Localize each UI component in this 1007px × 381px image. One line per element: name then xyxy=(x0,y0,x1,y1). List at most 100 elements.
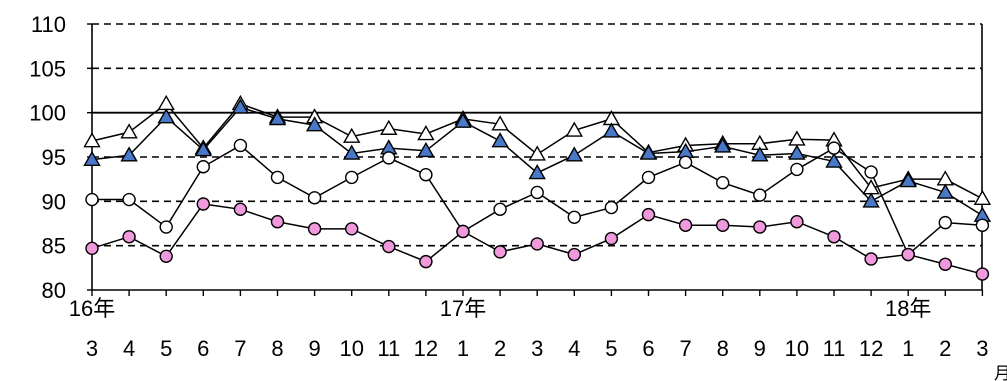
data-point-triangle xyxy=(305,116,324,132)
data-point-circle xyxy=(530,237,544,251)
data-point-triangle xyxy=(565,146,584,162)
data-point-circle xyxy=(345,222,359,236)
data-point-triangle xyxy=(157,94,175,111)
x-tick-label: 9 xyxy=(308,336,320,361)
x-tick-label: 12 xyxy=(859,336,883,361)
data-point-circle xyxy=(827,141,841,155)
data-point-triangle xyxy=(788,130,806,146)
data-point-circle xyxy=(270,215,285,229)
data-point-circle xyxy=(493,202,507,217)
x-tick-label: 9 xyxy=(754,336,766,361)
data-point-circle xyxy=(975,267,990,281)
data-point-triangle xyxy=(899,172,917,188)
y-tick-label: 110 xyxy=(31,12,66,37)
data-point-circle xyxy=(678,155,693,170)
x-tick-label: 8 xyxy=(717,336,729,361)
data-point-triangle xyxy=(936,170,955,186)
x-tick-label: 11 xyxy=(823,336,846,361)
data-point-triangle xyxy=(713,137,732,153)
data-point-triangle xyxy=(862,192,880,208)
data-point-circle xyxy=(419,254,433,269)
series-line xyxy=(91,106,983,217)
series-layer xyxy=(83,94,992,281)
x-tick-label: 1 xyxy=(902,336,914,361)
data-point-circle xyxy=(270,170,285,185)
data-point-circle xyxy=(753,188,767,202)
data-point-triangle xyxy=(417,141,435,158)
data-point-triangle xyxy=(491,132,509,148)
data-point-triangle xyxy=(342,127,361,143)
data-point-circle xyxy=(493,245,507,259)
x-tick-label: 6 xyxy=(197,336,209,361)
x-tick-label: 12 xyxy=(414,336,438,361)
y-tick-label: 100 xyxy=(29,101,66,126)
data-point-circle xyxy=(938,215,952,230)
year-label: 17年 xyxy=(440,296,486,321)
data-point-circle xyxy=(307,191,322,205)
data-point-circle xyxy=(567,210,581,224)
data-point-triangle xyxy=(120,123,138,139)
data-point-triangle xyxy=(268,109,287,126)
year-label: 18年 xyxy=(885,296,931,321)
x-axis-unit-label: 月 xyxy=(994,364,1007,381)
x-tick-label: 10 xyxy=(339,336,363,361)
data-point-triangle xyxy=(83,132,101,148)
data-point-circle xyxy=(641,170,656,185)
data-point-circle xyxy=(196,160,211,174)
data-point-circle xyxy=(864,165,878,179)
data-point-circle xyxy=(864,252,878,266)
x-tick-label: 5 xyxy=(160,336,172,361)
x-tick-label: 3 xyxy=(531,336,543,361)
x-tick-label: 6 xyxy=(642,336,654,361)
data-point-circle xyxy=(827,230,841,244)
grid-lines xyxy=(92,23,982,247)
data-point-circle xyxy=(975,218,990,232)
y-tick-label: 80 xyxy=(42,278,66,303)
x-tick-label: 5 xyxy=(605,336,617,361)
x-tick-label: 7 xyxy=(679,336,691,361)
data-point-triangle xyxy=(83,150,101,166)
data-point-circle xyxy=(567,247,581,262)
series-4 xyxy=(85,197,990,281)
x-tick-label: 2 xyxy=(939,336,951,361)
data-point-triangle xyxy=(528,164,546,180)
series-3 xyxy=(85,138,990,262)
data-point-triangle xyxy=(342,144,361,160)
data-point-triangle xyxy=(380,119,398,135)
x-tick-label: 3 xyxy=(86,336,98,361)
y-tick-label: 95 xyxy=(42,145,66,170)
data-point-circle xyxy=(456,224,470,239)
data-point-triangle xyxy=(751,146,769,162)
data-point-triangle xyxy=(788,144,806,160)
data-point-triangle xyxy=(936,183,955,199)
data-point-circle xyxy=(382,151,396,165)
data-point-circle xyxy=(716,176,730,190)
data-point-circle xyxy=(716,218,730,232)
data-point-circle xyxy=(604,200,619,215)
data-point-circle xyxy=(196,197,211,211)
data-point-circle xyxy=(122,230,136,244)
data-point-circle xyxy=(530,185,544,200)
data-point-circle xyxy=(233,138,248,153)
data-point-triangle xyxy=(639,144,658,160)
data-point-circle xyxy=(753,220,767,234)
data-point-circle xyxy=(233,202,248,217)
x-tick-label: 1 xyxy=(457,336,469,361)
data-point-circle xyxy=(159,249,173,264)
data-point-circle xyxy=(938,257,952,271)
data-point-circle xyxy=(790,162,804,177)
data-point-triangle xyxy=(491,115,509,131)
data-point-triangle xyxy=(120,146,138,162)
data-point-circle xyxy=(419,168,433,182)
data-point-triangle xyxy=(194,140,213,157)
x-tick-label: 7 xyxy=(234,336,246,361)
data-point-circle xyxy=(678,218,693,232)
y-tick-label: 90 xyxy=(42,189,66,214)
x-tick-label: 4 xyxy=(568,336,580,361)
data-point-circle xyxy=(85,241,99,256)
y-tick-label: 85 xyxy=(42,234,66,259)
data-point-circle xyxy=(345,170,359,185)
x-tick-label: 10 xyxy=(785,336,809,361)
data-point-circle xyxy=(307,222,322,236)
